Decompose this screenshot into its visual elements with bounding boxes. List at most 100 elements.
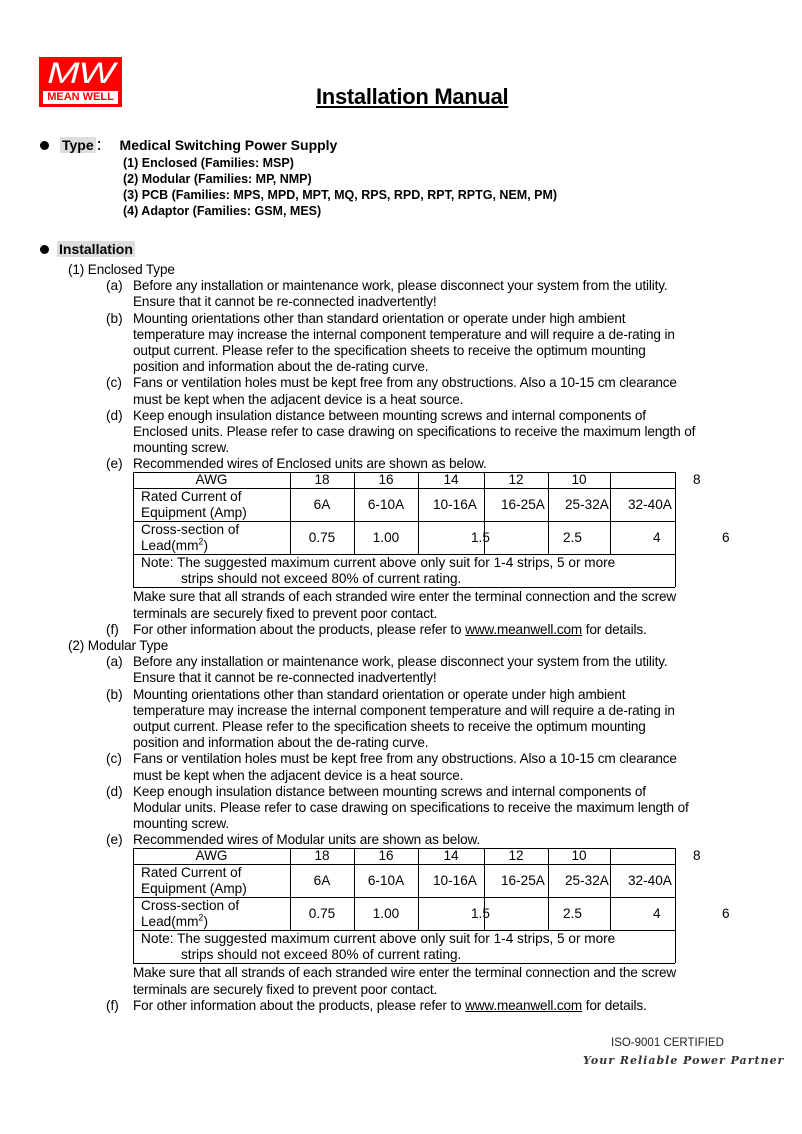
type-list: (1) Enclosed (Families: MSP) (2) Modular …	[123, 155, 557, 219]
table-vline	[610, 848, 611, 931]
wire-table: AWG 18 16 14 12 10 8 Rated Current of Equipment …	[133, 472, 733, 589]
current-value: 32-40A	[628, 873, 672, 889]
awg-value: 8	[693, 848, 701, 864]
item-line: Ensure that it cannot be re-connected in…	[133, 670, 437, 686]
item-line: Enclosed units. Please refer to case dra…	[133, 423, 696, 439]
item-text: For other information about the products…	[133, 997, 466, 1013]
current-header: Rated Current of	[141, 489, 242, 505]
table-vline	[675, 472, 676, 588]
item-label: (f)	[106, 621, 119, 637]
current-value: 32-40A	[628, 497, 672, 513]
section-header: Lead(mm2)	[141, 536, 208, 554]
item-line: terminals are securely fixed to prevent …	[133, 981, 438, 997]
awg-value: 12	[508, 472, 524, 488]
item-line: position and information about the de-ra…	[133, 735, 429, 751]
current-value: 25-32A	[565, 873, 609, 889]
item-line: temperature may increase the internal co…	[133, 326, 675, 342]
mean-well-logo: MW MEAN WELL	[39, 57, 122, 107]
item-line: Fans or ventilation holes must be kept f…	[133, 375, 677, 391]
meanwell-link[interactable]: www.meanwell.com	[465, 621, 583, 637]
lead-close: )	[203, 914, 208, 930]
installation-heading: Installation	[57, 241, 135, 257]
table-hline	[133, 488, 675, 490]
section-header: Cross-section of	[141, 898, 240, 914]
section-value: 1.5	[471, 530, 490, 546]
list-item: (f) For other information about the produ…	[0, 622, 802, 638]
item-label: (e)	[106, 832, 123, 848]
table-vline	[548, 472, 549, 555]
table-hline	[133, 587, 675, 589]
superscript: 2	[198, 912, 204, 923]
superscript: 2	[198, 536, 204, 547]
table-hline	[133, 930, 675, 932]
table-wrap: AWG 18 16 14 12 10 8 Rated Current of Equipment …	[0, 472, 802, 589]
item-text: For other information about the products…	[133, 621, 466, 637]
type-label: Type	[60, 137, 96, 153]
list-item-continued: Make sure that all strands of each stran…	[0, 965, 802, 997]
section-value: 1.00	[372, 906, 400, 922]
section-value: 4	[653, 906, 661, 922]
table-vline	[484, 848, 485, 931]
list-item: (c) Fans or ventilation holes must be kep…	[0, 375, 802, 407]
awg-value: 14	[443, 848, 459, 864]
item-label: (d)	[106, 407, 123, 423]
section-value: 4	[653, 530, 661, 546]
bullet-icon	[40, 245, 49, 254]
list-item: (a) Before any installation or maintenanc…	[0, 654, 802, 686]
list-item: (d) Keep enough insulation distance betwe…	[0, 408, 802, 457]
type-item: (1) Enclosed (Families: MSP)	[123, 156, 294, 170]
item-label: (a)	[106, 654, 123, 670]
section-value: 1.00	[372, 530, 400, 546]
current-value: 6-10A	[367, 873, 405, 889]
item-label: (e)	[106, 456, 123, 472]
item-line: Mounting orientations other than standar…	[133, 310, 626, 326]
awg-header: AWG	[195, 472, 228, 488]
section-value: 0.75	[308, 906, 336, 922]
current-header: Equipment (Amp)	[141, 505, 247, 521]
awg-value: 14	[443, 472, 459, 488]
item-line: mounting screw.	[133, 440, 229, 456]
current-value: 10-16A	[433, 873, 477, 889]
item-label: (f)	[106, 997, 119, 1013]
lead-label: Lead(mm	[141, 538, 199, 554]
item-line: position and information about the de-ra…	[133, 359, 429, 375]
awg-value: 16	[378, 848, 394, 864]
table-vline	[354, 472, 355, 555]
item-label: (a)	[106, 278, 123, 294]
logo-brand: MEAN WELL	[43, 91, 118, 104]
page-title: Installation Manual	[316, 84, 509, 109]
current-value: 16-25A	[501, 873, 545, 889]
item-line: Keep enough insulation distance between …	[133, 783, 646, 799]
item-line: Fans or ventilation holes must be kept f…	[133, 751, 677, 767]
item-line: Mounting orientations other than standar…	[133, 686, 626, 702]
awg-value: 10	[571, 848, 587, 864]
item-line: must be kept when the adjacent device is…	[133, 391, 464, 407]
list-item: (c) Fans or ventilation holes must be kep…	[0, 751, 802, 783]
awg-value: 16	[378, 472, 394, 488]
table-note: strips should not exceed 80% of current …	[181, 947, 462, 963]
section-header: Lead(mm2)	[141, 912, 208, 930]
item-line: output current. Please refer to the spec…	[133, 342, 646, 358]
meanwell-link[interactable]: www.meanwell.com	[465, 997, 583, 1013]
item-label: (c)	[106, 375, 122, 391]
table-vline	[290, 472, 291, 555]
awg-header: AWG	[195, 848, 228, 864]
lead-close: )	[203, 538, 208, 554]
lead-label: Lead(mm	[141, 914, 199, 930]
item-label: (c)	[106, 751, 122, 767]
logo-mw: MW	[47, 57, 115, 89]
table-vline	[548, 848, 549, 931]
item-line: Make sure that all strands of each stran…	[133, 589, 677, 605]
item-line: Modular units. Please refer to case draw…	[133, 799, 689, 815]
iso-certified: ISO-9001 CERTIFIED	[611, 1037, 724, 1049]
section-value: 2.5	[563, 906, 582, 922]
current-value: 10-16A	[433, 497, 477, 513]
current-value: 25-32A	[565, 497, 609, 513]
table-hline	[133, 848, 675, 850]
awg-value: 18	[314, 472, 330, 488]
item-line: For other information about the products…	[133, 622, 802, 638]
wire-table: AWG 18 16 14 12 10 8 Rated Current of Equipment …	[133, 848, 733, 965]
type-line: Type： Medical Switching Power Supply	[60, 137, 337, 153]
table-vline	[290, 848, 291, 931]
table-hline	[133, 554, 675, 556]
